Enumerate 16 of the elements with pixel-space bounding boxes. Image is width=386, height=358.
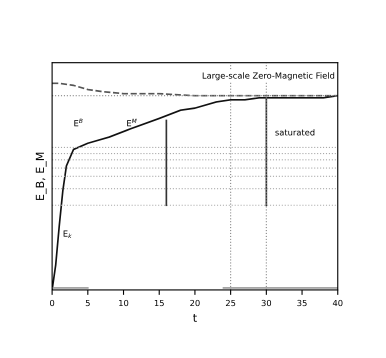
annotation: E$^{M}$ [127, 118, 137, 126]
x-tick-label: 15 [154, 300, 164, 306]
annotation: E$_{k}$ [64, 230, 72, 238]
x-tick-label: 0 [50, 300, 54, 306]
x-tick-label: 35 [297, 300, 307, 306]
annotation: E$^{B}$ [74, 118, 83, 126]
text: Large-scale Zero-Magnetic Field [202, 72, 334, 80]
x-tick-label: 10 [119, 300, 128, 306]
x-tick-label: 25 [226, 300, 236, 306]
y-axis-title: E_B, E_M [36, 152, 47, 200]
x-tick-label: 20 [190, 300, 200, 306]
annotation: saturated [275, 129, 314, 136]
x-tick-label: 40 [332, 300, 342, 306]
x-tick-label: 5 [86, 300, 90, 306]
x-axis-title: t [193, 314, 197, 322]
x-tick-label: 30 [262, 300, 272, 306]
